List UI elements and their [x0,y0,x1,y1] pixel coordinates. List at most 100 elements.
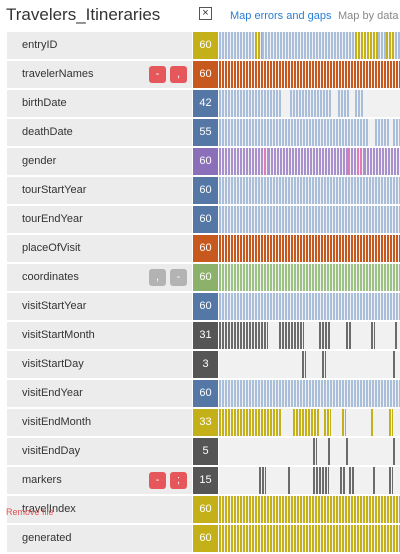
value-map-svg [259,467,393,494]
value-stripe [222,264,224,291]
value-stripe [387,293,389,320]
value-stripe [369,293,371,320]
column-label-cell[interactable]: deathDate [7,119,192,146]
value-stripe [321,525,323,552]
value-map-bar [219,32,400,59]
value-stripe [282,235,284,262]
value-stripe [336,206,338,233]
value-stripe [389,32,391,59]
value-map-bar [219,119,400,146]
column-row: travelerNames -, 60 [7,61,400,88]
column-label-cell[interactable]: visitStartDay [7,351,192,378]
column-label-cell[interactable]: markers -; [7,467,192,494]
value-stripe [366,119,368,146]
value-stripe [346,148,348,175]
value-stripe [315,206,317,233]
value-stripe [231,235,233,262]
value-stripe [234,61,236,88]
value-stripe [296,90,298,117]
delimiter-badge[interactable]: , [170,66,187,83]
value-stripe [334,148,336,175]
value-count: 5 [193,438,218,465]
column-label-cell[interactable]: coordinates, - [7,264,192,291]
value-stripe [252,264,254,291]
value-stripe [231,32,233,59]
column-label-cell[interactable]: generated [7,525,192,552]
value-stripe [231,90,233,117]
value-map-bar [219,496,400,523]
delimiter-badge[interactable]: - [170,269,187,286]
value-stripe [258,525,260,552]
value-stripe [340,467,342,494]
value-stripe [375,177,377,204]
value-stripe [261,322,263,349]
column-label-cell[interactable]: placeOfVisit [7,235,192,262]
column-label-cell[interactable]: gender [7,148,192,175]
value-stripe [309,380,311,407]
value-stripe [222,293,224,320]
value-stripe [357,206,359,233]
column-label-cell[interactable]: visitEndDay [7,438,192,465]
value-stripe [384,264,386,291]
delimiter-badge[interactable]: - [149,472,166,489]
value-stripe [373,32,375,59]
delimiter-badge[interactable]: - [149,66,166,83]
value-stripe [282,496,284,523]
column-label-cell[interactable]: entryID [7,32,192,59]
value-stripe [309,61,311,88]
column-label-cell[interactable]: visitEndMonth [7,409,192,436]
value-stripe [273,264,275,291]
value-stripe [258,293,260,320]
value-map-bar [219,61,400,88]
value-stripe [378,380,380,407]
value-stripe [264,235,266,262]
value-stripe [288,322,290,349]
value-stripe [357,119,359,146]
value-stripe [312,235,314,262]
value-stripe [312,206,314,233]
value-stripe [261,61,263,88]
value-stripe [293,409,295,436]
value-map-svg [219,90,363,117]
value-stripe [276,119,278,146]
map-errors-link[interactable]: Map errors and gaps [230,10,332,22]
column-label-cell[interactable]: visitEndYear [7,380,192,407]
value-stripe [348,61,350,88]
value-stripe [222,177,224,204]
value-stripe [318,177,320,204]
value-stripe [345,264,347,291]
value-stripe [326,90,328,117]
value-stripe [249,293,251,320]
delimiter-badge[interactable]: , [149,269,166,286]
column-label-cell[interactable]: tourStartYear [7,177,192,204]
value-stripe [246,90,248,117]
value-stripe [316,148,318,175]
map-by-type-link[interactable]: Map by data ty [338,10,400,22]
value-stripe [222,206,224,233]
value-stripe [392,409,393,436]
column-label-cell[interactable]: visitStartMonth [7,322,192,349]
value-stripe [228,119,230,146]
value-stripe [276,90,278,117]
value-stripe [333,293,335,320]
value-stripe [360,525,362,552]
value-stripe [225,264,227,291]
value-stripe [378,119,380,146]
value-stripe [351,525,353,552]
value-stripe [369,264,371,291]
value-stripe [228,148,230,175]
value-stripe [234,409,236,436]
value-stripe [375,380,377,407]
value-stripe [328,148,330,175]
remove-file-link[interactable]: Remove file [6,507,54,517]
column-label-cell[interactable]: birthDate [7,90,192,117]
delimiter-badge[interactable]: ; [170,472,187,489]
value-stripe [255,525,257,552]
value-stripe [309,525,311,552]
close-icon[interactable]: × [199,7,212,20]
value-map-bar [219,148,400,175]
column-label-cell[interactable]: visitStartYear [7,293,192,320]
column-label-cell[interactable]: tourEndYear [7,206,192,233]
column-label-cell[interactable]: travelerNames -, [7,61,192,88]
value-stripe [343,148,345,175]
